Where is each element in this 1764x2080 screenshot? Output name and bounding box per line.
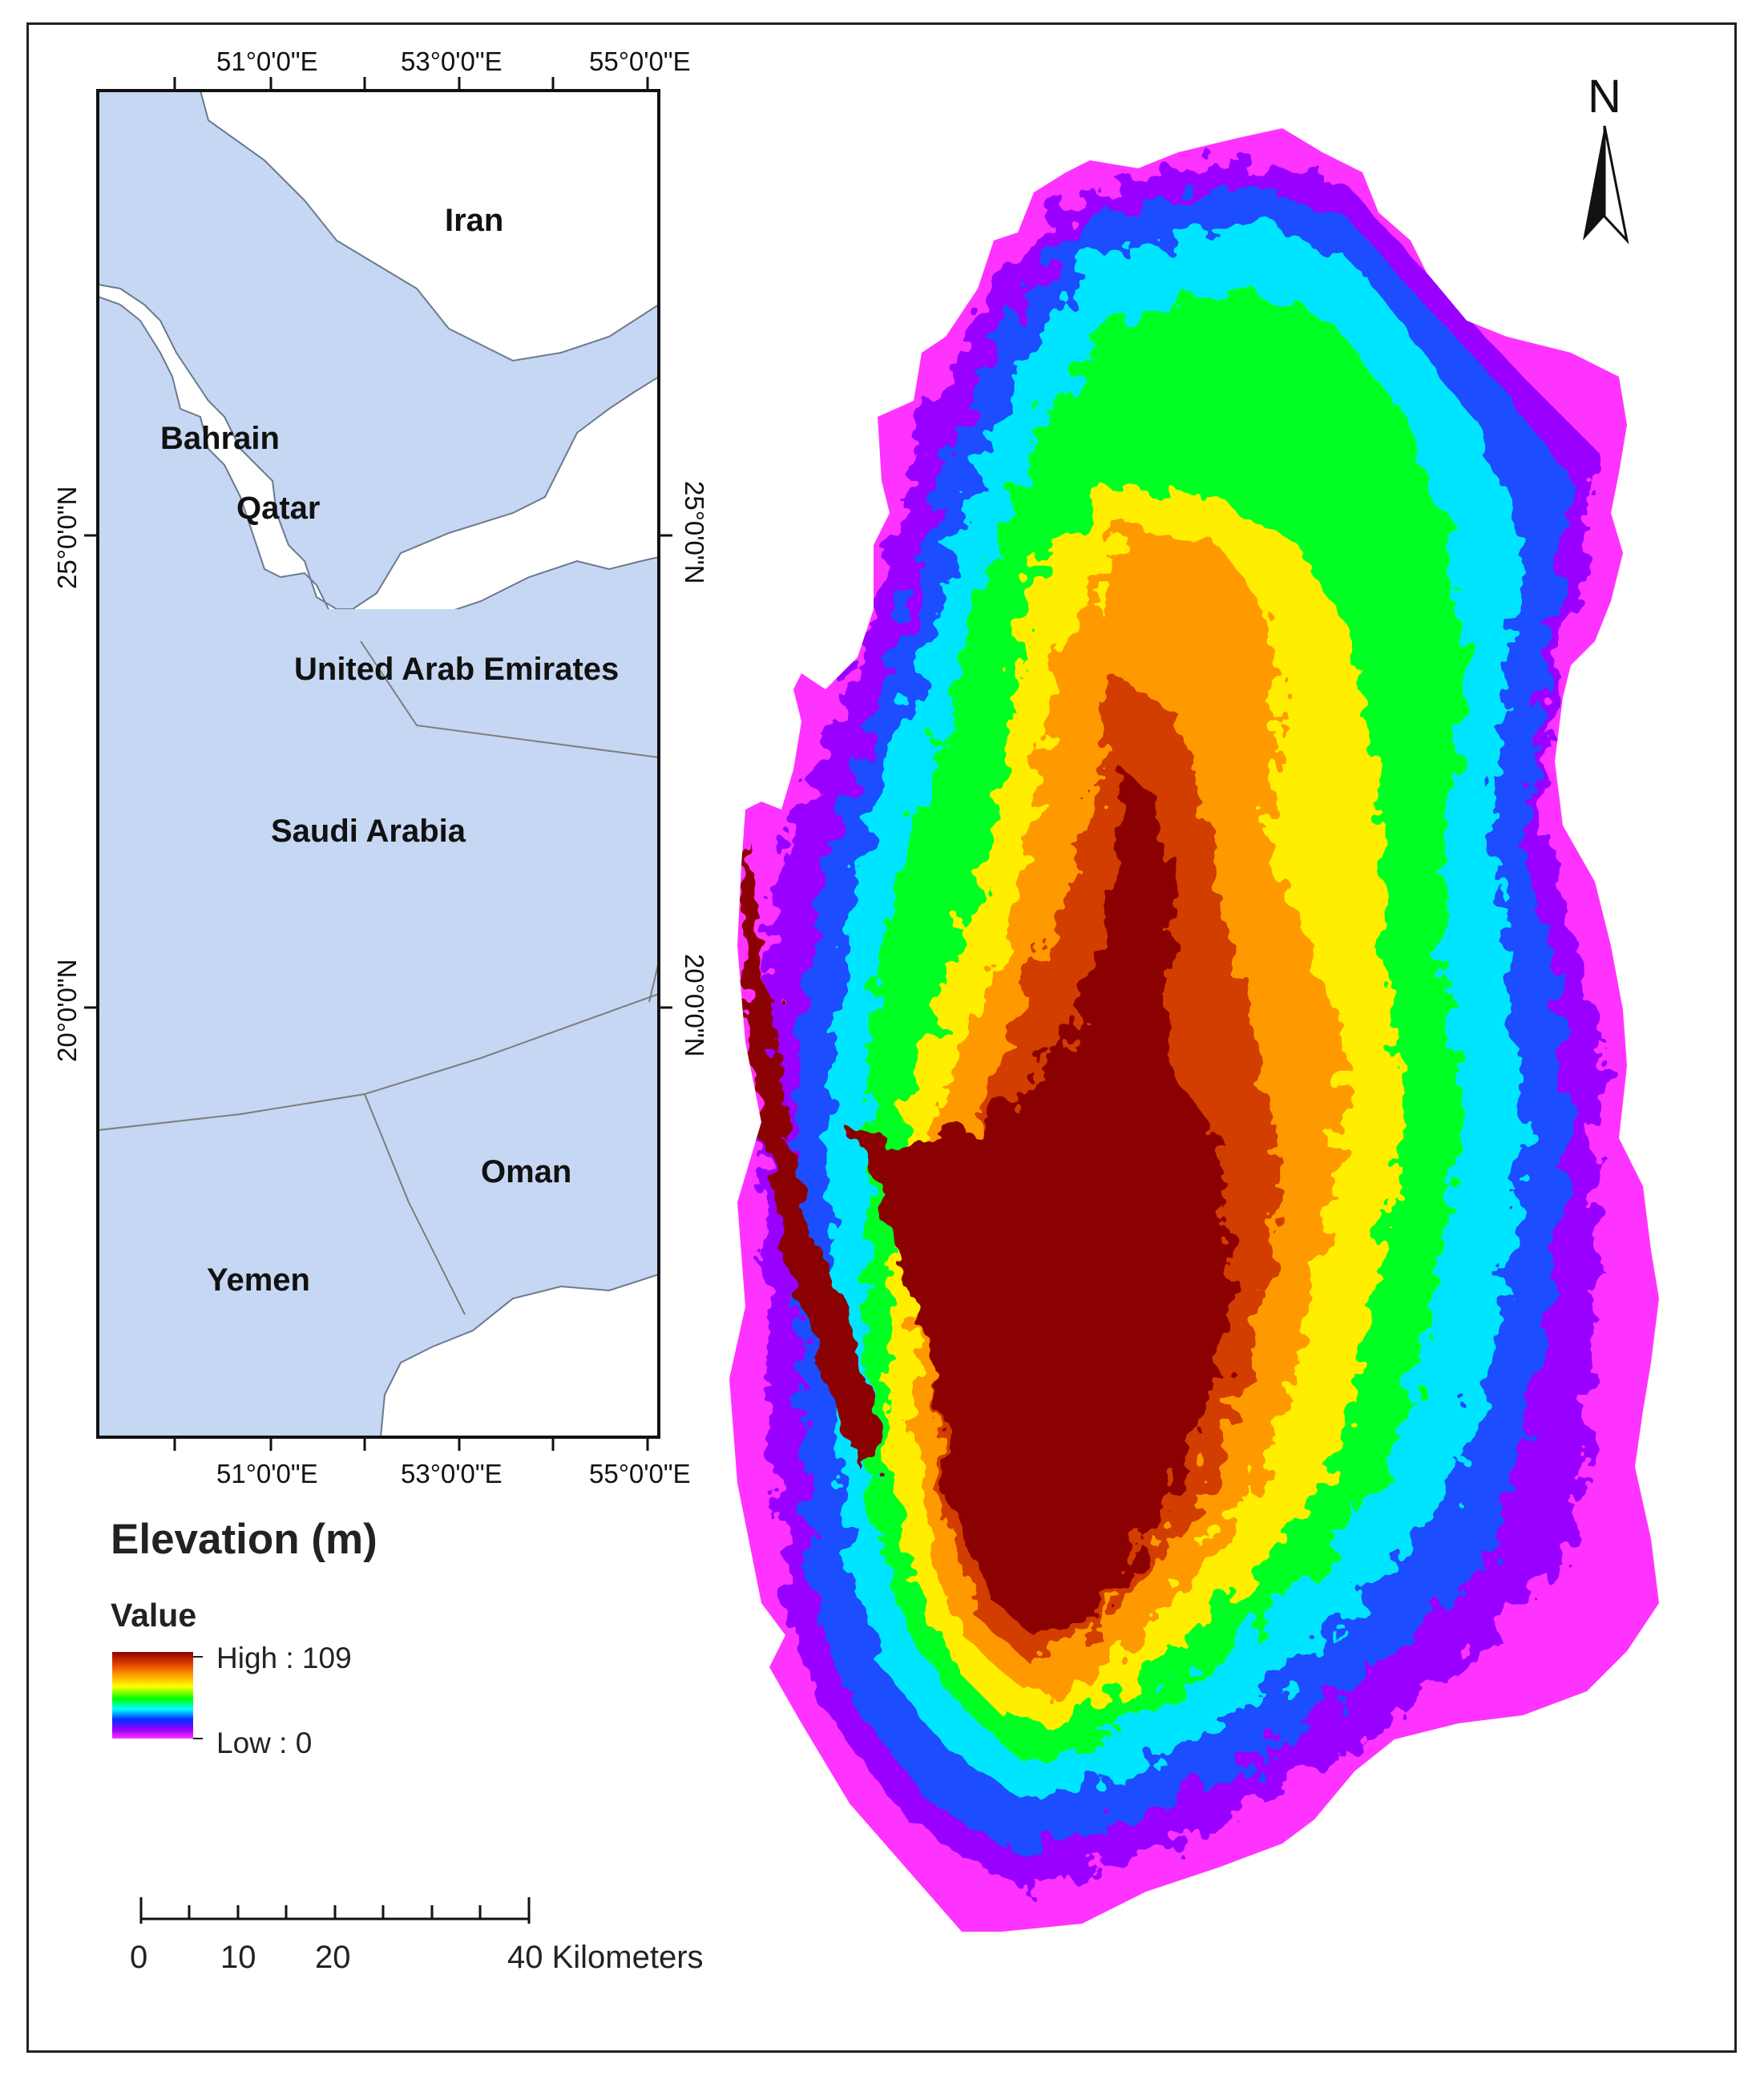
inset-map: Iran Bahrain Qatar United Arab Emirates … — [52, 46, 709, 1488]
scale-label-10: 10 — [220, 1940, 256, 1975]
oman-south-coast — [379, 1273, 659, 1437]
lat-label-left-20: 20°0'0"N — [52, 959, 82, 1062]
label-yemen: Yemen — [207, 1262, 310, 1298]
arabia-interior — [98, 561, 659, 1437]
iran-land — [199, 91, 659, 362]
label-oman: Oman — [481, 1154, 571, 1189]
north-arrow-left — [1583, 126, 1605, 240]
label-saudi-arabia: Saudi Arabia — [271, 814, 466, 849]
legend-high-label: High : 109 — [216, 1642, 352, 1674]
north-arrow-right — [1603, 125, 1629, 244]
label-iran: Iran — [445, 203, 503, 238]
lon-label-top-55: 55°0'0"E — [589, 46, 691, 76]
lon-label-bottom-51: 51°0'0"E — [216, 1459, 318, 1488]
north-label: N — [1588, 71, 1621, 123]
inset-ticks — [84, 77, 672, 1451]
label-uae: United Arab Emirates — [294, 652, 619, 687]
lon-label-bottom-55: 55°0'0"E — [589, 1459, 691, 1488]
borders — [98, 640, 659, 1315]
lon-label-bottom-53: 53°0'0"E — [401, 1459, 503, 1488]
scale-label-20: 20 — [315, 1940, 351, 1975]
elevation-map — [729, 128, 1659, 1932]
elev-band-darkred — [858, 769, 1234, 1635]
elev-west-ridge — [741, 834, 882, 1475]
label-bahrain: Bahrain — [160, 421, 280, 456]
lat-label-right-25: 25°0'0"N — [680, 481, 709, 584]
legend-low-label: Low : 0 — [216, 1727, 313, 1759]
lon-label-top-51: 51°0'0"E — [216, 46, 318, 76]
legend-subtitle: Value — [111, 1597, 197, 1634]
legend-tick-low — [193, 1738, 203, 1739]
inset-border — [96, 89, 660, 1439]
legend-title: Elevation (m) — [111, 1516, 377, 1563]
north-arrow: N — [1583, 71, 1629, 244]
legend-tick-high — [193, 1656, 203, 1658]
legend-color-ramp — [112, 1652, 193, 1739]
map-frame — [26, 22, 1737, 2053]
lat-label-right-20: 20°0'0"N — [680, 954, 709, 1056]
scale-label-0: 0 — [130, 1940, 148, 1975]
scale-bar — [139, 1897, 531, 1924]
scale-label-40: 40 Kilometers — [507, 1940, 704, 1975]
lat-label-left-25: 25°0'0"N — [52, 487, 82, 589]
label-qatar: Qatar — [236, 491, 321, 526]
arabia-land — [98, 283, 659, 627]
lon-label-top-53: 53°0'0"E — [401, 46, 503, 76]
